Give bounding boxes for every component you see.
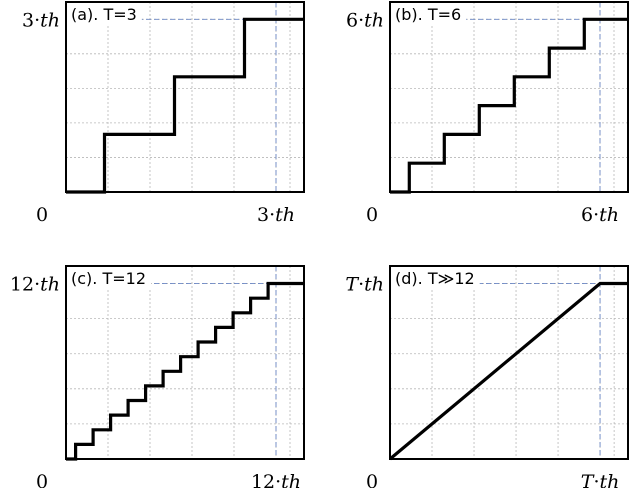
plot-frame — [389, 1, 629, 193]
x-tick-label: 3·th — [257, 204, 295, 226]
plot-frame — [389, 265, 629, 460]
y-tick-label: 12·th — [10, 274, 60, 296]
panel-title: (c). T=12 — [71, 269, 146, 288]
x-tick-label-zero: 0 — [36, 471, 48, 488]
panel-title-background — [391, 267, 480, 289]
panel-1: (a). T=3 0 3·th 3·th — [22, 1, 305, 226]
panel-title: (b). T=6 — [395, 5, 461, 24]
panel-4: (d). T≫12 0 T·th T·th — [345, 265, 629, 488]
y-tick-label: 3·th — [22, 9, 60, 31]
series-line — [66, 281, 304, 461]
x-tick-label-zero: 0 — [366, 204, 378, 226]
panel-title: (d). T≫12 — [395, 269, 475, 288]
panel-2: (b). T=6 0 6·th 6·th — [346, 1, 629, 226]
panel-title-background — [67, 3, 142, 25]
series-line — [66, 17, 304, 194]
x-tick-label-zero: 0 — [366, 471, 378, 488]
panel-3: (c). T=12 0 12·th 12·th — [10, 265, 305, 488]
plot-frame — [65, 265, 305, 460]
panel-title-background — [391, 3, 467, 25]
series-line — [390, 17, 628, 194]
series-line — [388, 281, 628, 461]
panel-title: (a). T=3 — [71, 5, 137, 24]
x-tick-label: 12·th — [251, 471, 301, 488]
x-tick-label: T·th — [581, 471, 620, 488]
panel-title-background — [67, 267, 151, 289]
plot-frame — [65, 1, 305, 193]
x-tick-label: 6·th — [581, 204, 619, 226]
y-tick-label: T·th — [345, 274, 384, 296]
x-tick-label-zero: 0 — [36, 204, 48, 226]
y-tick-label: 6·th — [346, 9, 384, 31]
